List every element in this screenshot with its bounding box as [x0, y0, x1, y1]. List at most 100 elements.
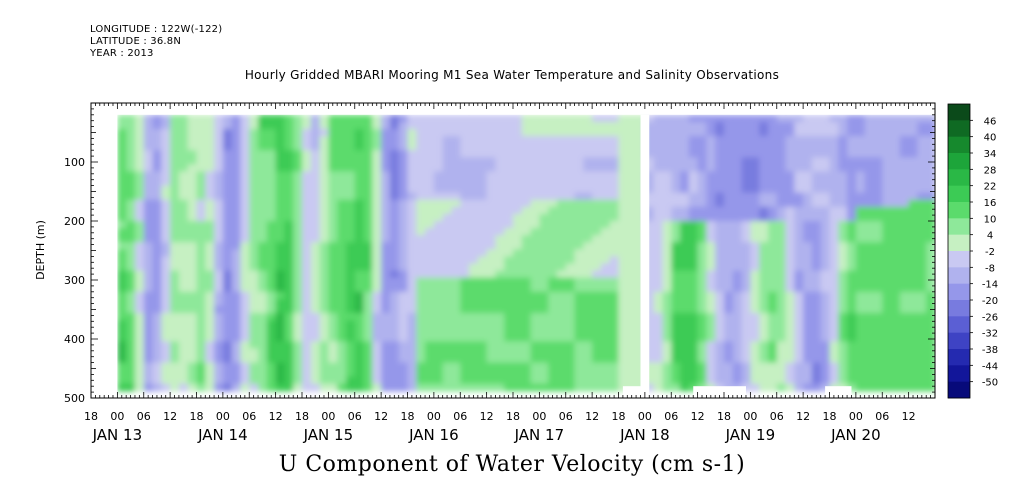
- field-cell: [750, 249, 760, 257]
- field-cell: [389, 256, 400, 265]
- field-cell: [513, 185, 523, 194]
- field-cell: [724, 376, 734, 385]
- field-cell: [811, 150, 822, 158]
- field-cell: [513, 164, 523, 173]
- field-cell: [231, 334, 242, 342]
- field-cell: [662, 164, 672, 173]
- field-cell: [486, 291, 496, 300]
- field-cell: [126, 221, 136, 229]
- field-cell: [310, 199, 321, 208]
- field-cell: [425, 327, 435, 335]
- field-cell: [363, 171, 373, 180]
- field-cell: [794, 298, 804, 307]
- field-cell: [433, 129, 444, 137]
- field-cell: [222, 376, 233, 385]
- field-cell: [433, 171, 444, 180]
- field-cell: [706, 284, 716, 293]
- field-cell: [407, 206, 417, 215]
- field-cell: [697, 235, 707, 243]
- field-cell: [592, 263, 602, 272]
- x-hour-label: 12: [374, 410, 388, 423]
- field-cell: [381, 327, 391, 335]
- field-cell: [592, 157, 602, 165]
- field-cell: [161, 178, 171, 187]
- field-cell: [653, 341, 664, 350]
- field-cell: [381, 150, 391, 158]
- field-cell: [750, 334, 760, 342]
- field-cell: [820, 228, 831, 236]
- field-cell: [741, 376, 751, 385]
- field-cell: [521, 143, 532, 151]
- field-cell: [592, 327, 602, 335]
- colorbar-swatch: [948, 316, 970, 334]
- field-cell: [565, 291, 576, 300]
- field-cell: [495, 114, 505, 123]
- field-cell: [231, 355, 242, 364]
- field-cell: [302, 256, 312, 265]
- field-cell: [310, 348, 321, 357]
- field-cell: [671, 249, 681, 257]
- field-cell: [451, 249, 461, 257]
- field-cell: [618, 249, 628, 257]
- field-cell: [600, 341, 611, 350]
- field-cell: [161, 221, 171, 229]
- field-cell: [873, 277, 883, 286]
- field-cell: [609, 199, 620, 208]
- field-cell: [829, 206, 839, 215]
- field-cell: [310, 277, 321, 286]
- field-cell: [337, 206, 347, 215]
- field-cell: [680, 355, 690, 364]
- field-cell: [776, 383, 787, 392]
- field-cell: [741, 129, 751, 137]
- field-cell: [513, 277, 523, 286]
- field-cell: [882, 121, 892, 130]
- field-cell: [284, 121, 294, 130]
- field-cell: [196, 221, 206, 229]
- field-cell: [319, 192, 329, 201]
- field-cell: [785, 206, 795, 215]
- field-cell: [425, 221, 435, 229]
- y-tick-label: 500: [64, 392, 85, 405]
- field-cell: [855, 348, 866, 357]
- field-cell: [381, 235, 391, 243]
- y-tick-label: 200: [64, 215, 85, 228]
- field-cell: [829, 143, 839, 151]
- field-cell: [680, 306, 690, 314]
- field-cell: [337, 284, 347, 293]
- field-cell: [618, 114, 628, 123]
- field-cell: [618, 320, 628, 328]
- field-cell: [908, 270, 918, 279]
- field-cell: [548, 150, 558, 158]
- field-cell: [319, 306, 329, 314]
- field-cell: [249, 334, 259, 342]
- field-cell: [231, 291, 242, 300]
- field-cell: [319, 143, 329, 151]
- longitude-label: LONGITUDE : 122W(-122): [90, 24, 223, 35]
- field-cell: [135, 199, 145, 208]
- field-cell: [389, 213, 400, 222]
- field-cell: [266, 121, 277, 130]
- field-cell: [407, 306, 417, 314]
- field-cell: [785, 298, 795, 307]
- field-cell: [574, 129, 584, 137]
- field-cell: [249, 263, 259, 272]
- field-cell: [381, 114, 391, 123]
- field-cell: [205, 334, 215, 342]
- field-cell: [811, 129, 822, 137]
- field-cell: [433, 221, 444, 229]
- field-cell: [469, 383, 479, 392]
- field-cell: [451, 291, 461, 300]
- field-cell: [178, 150, 189, 158]
- x-hour-label: 00: [427, 410, 441, 423]
- field-cell: [811, 114, 822, 123]
- field-cell: [891, 192, 901, 201]
- field-cell: [486, 235, 496, 243]
- field-cell: [249, 178, 259, 187]
- field-cell: [231, 341, 242, 350]
- field-cell: [293, 192, 303, 201]
- x-hour-label: 00: [110, 410, 124, 423]
- field-cell: [706, 192, 716, 201]
- field-cell: [161, 228, 171, 236]
- field-cell: [205, 277, 215, 286]
- field-cell: [855, 228, 866, 236]
